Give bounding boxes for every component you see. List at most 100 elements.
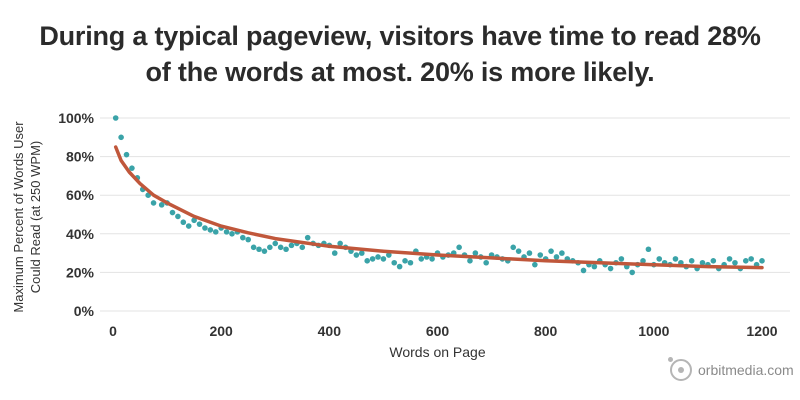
data-point-65 — [467, 258, 473, 264]
data-point-26 — [256, 246, 262, 253]
data-point-50 — [386, 252, 392, 258]
brand-watermark: orbitmedia.com — [668, 355, 794, 385]
data-point-30 — [277, 244, 284, 251]
x-axis-ticks: 0 200 400 600 800 1000 1200 — [109, 323, 778, 339]
y-tick-label-2: 40% — [66, 226, 95, 242]
grid-lines — [100, 117, 790, 312]
data-point-113 — [726, 256, 733, 262]
data-point-28 — [267, 244, 273, 251]
chart-title-line-2: of the words at most. 20% is more likely… — [145, 57, 655, 87]
x-tick-label-4: 800 — [534, 323, 558, 339]
data-point-11 — [175, 213, 181, 220]
y-tick-label-5: 100% — [58, 110, 94, 126]
data-point-48 — [375, 254, 381, 260]
data-point-3 — [129, 165, 135, 171]
y-axis-label-line-2: Could Read (at 250 WPM) — [28, 141, 43, 293]
data-point-58 — [429, 256, 435, 262]
brand-text: orbitmedia.com — [698, 362, 794, 378]
data-point-91 — [607, 265, 614, 272]
x-axis-label: Words on Page — [389, 344, 485, 360]
y-tick-label-0: 0% — [74, 303, 95, 319]
data-point-2 — [123, 151, 130, 158]
data-point-98 — [645, 246, 652, 253]
x-tick-label-3: 600 — [426, 323, 450, 339]
x-tick-label-6: 1200 — [746, 323, 777, 339]
data-point-76 — [526, 250, 533, 256]
data-point-13 — [185, 223, 192, 229]
data-point-20 — [223, 229, 230, 235]
data-point-49 — [380, 256, 387, 262]
x-tick-label-0: 0 — [109, 323, 117, 339]
y-tick-label-3: 60% — [66, 187, 95, 203]
data-point-106 — [688, 258, 695, 264]
data-point-116 — [742, 258, 749, 264]
data-point-52 — [396, 263, 403, 270]
data-point-44 — [353, 252, 360, 258]
data-point-66 — [472, 250, 479, 256]
data-point-78 — [537, 252, 544, 258]
x-tick-label-1: 200 — [209, 323, 233, 339]
data-point-51 — [391, 259, 398, 266]
data-point-80 — [548, 248, 554, 254]
data-point-7 — [150, 200, 157, 206]
trend-line — [113, 145, 764, 270]
data-point-100 — [656, 256, 663, 262]
orbit-logo-icon — [668, 357, 692, 381]
data-point-15 — [196, 221, 203, 227]
data-point-16 — [202, 225, 208, 231]
data-point-86 — [580, 267, 587, 274]
y-axis-label-line-1: Maximum Percent of Words User — [11, 121, 26, 313]
data-point-103 — [672, 256, 679, 262]
data-point-81 — [553, 254, 560, 260]
data-point-63 — [456, 244, 462, 251]
data-point-14 — [191, 217, 197, 224]
y-axis-ticks: 0% 20% 40% 60% 80% 100% — [58, 110, 94, 319]
data-point-21 — [229, 231, 235, 237]
data-point-114 — [732, 259, 738, 266]
data-point-17 — [207, 227, 214, 233]
data-point-41 — [337, 240, 343, 247]
data-point-0 — [112, 115, 119, 121]
chart-title: During a typical pageview, visitors have… — [0, 18, 800, 90]
data-point-88 — [591, 263, 598, 270]
data-point-45 — [358, 250, 365, 256]
x-tick-label-5: 1000 — [638, 323, 669, 339]
chart-title-line-1: During a typical pageview, visitors have… — [39, 21, 761, 51]
data-point-23 — [240, 234, 246, 241]
data-point-35 — [304, 234, 311, 241]
data-point-12 — [180, 219, 187, 226]
data-point-95 — [629, 269, 635, 276]
data-point-74 — [515, 248, 522, 254]
data-point-29 — [272, 240, 279, 247]
data-point-93 — [618, 256, 625, 262]
data-point-110 — [710, 258, 717, 264]
data-point-119 — [759, 258, 765, 264]
data-point-82 — [559, 250, 565, 256]
data-point-117 — [748, 256, 754, 262]
data-point-34 — [299, 244, 306, 251]
y-tick-label-1: 20% — [66, 264, 95, 280]
data-point-68 — [483, 259, 489, 266]
data-point-97 — [640, 258, 646, 264]
data-point-77 — [532, 261, 538, 268]
data-point-53 — [402, 258, 408, 264]
data-point-32 — [288, 242, 295, 249]
data-point-27 — [261, 248, 268, 254]
data-point-54 — [407, 259, 414, 266]
data-point-8 — [158, 202, 165, 208]
data-point-1 — [118, 134, 124, 141]
data-point-31 — [283, 246, 289, 253]
data-point-108 — [699, 259, 706, 266]
y-axis-label: Maximum Percent of Words User Could Read… — [11, 121, 43, 313]
y-tick-label-4: 80% — [66, 149, 95, 165]
data-point-56 — [418, 256, 425, 262]
data-point-46 — [364, 258, 370, 264]
x-tick-label-2: 400 — [318, 323, 342, 339]
data-point-24 — [245, 236, 252, 243]
data-point-47 — [369, 256, 376, 262]
data-point-73 — [510, 244, 517, 251]
data-point-40 — [331, 250, 338, 256]
data-point-25 — [250, 244, 257, 251]
data-point-18 — [212, 229, 219, 235]
